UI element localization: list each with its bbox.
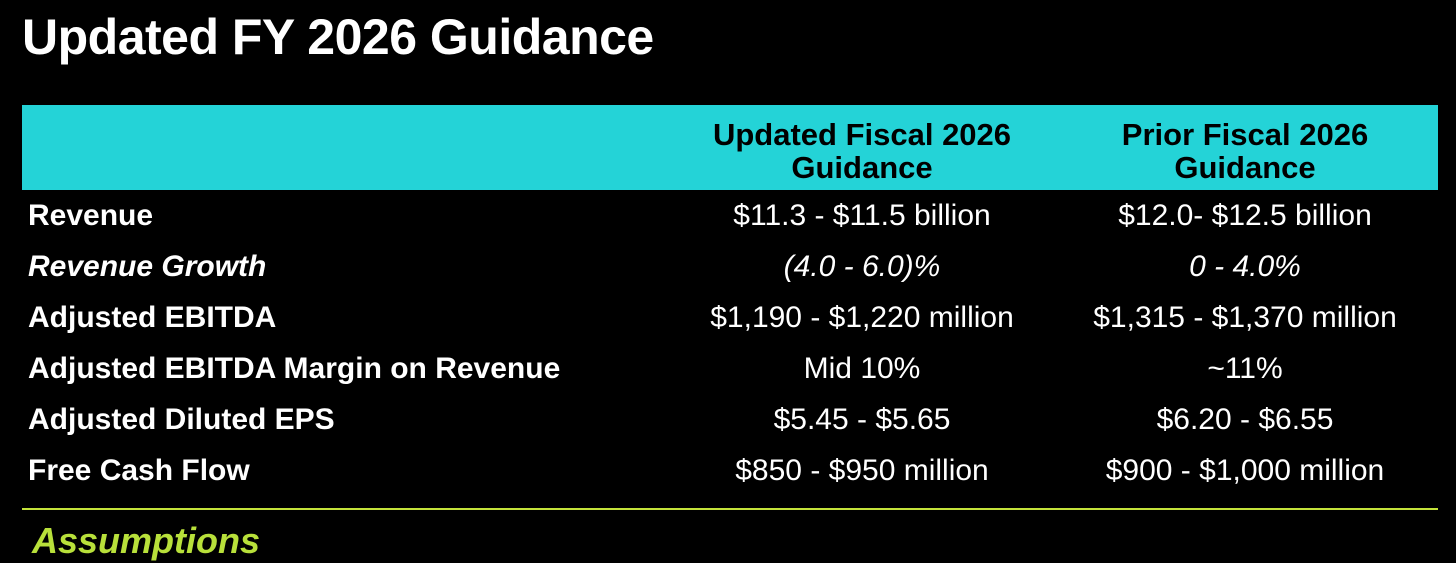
table-row: Adjusted EBITDA Margin on Revenue Mid 10…: [22, 343, 1438, 394]
prior-value: ~11%: [1207, 352, 1283, 385]
page-title: Updated FY 2026 Guidance: [22, 9, 654, 65]
updated-value: $5.45 - $5.65: [773, 403, 951, 436]
prior-value: $6.20 - $6.55: [1156, 403, 1334, 436]
row-label: Adjusted Diluted EPS: [28, 403, 335, 436]
table-row: Free Cash Flow $850 - $950 million $900 …: [22, 445, 1438, 496]
column-header-updated: Updated Fiscal 2026 Guidance: [712, 117, 1012, 185]
updated-value: Mid 10%: [803, 352, 921, 385]
table-row: Adjusted Diluted EPS $5.45 - $5.65 $6.20…: [22, 394, 1438, 445]
guidance-table: Updated Fiscal 2026 Guidance Prior Fisca…: [22, 105, 1438, 496]
row-label: Free Cash Flow: [28, 454, 250, 487]
prior-value: 0 - 4.0%: [1189, 250, 1301, 283]
prior-value: $900 - $1,000 million: [1105, 454, 1385, 487]
row-label: Adjusted EBITDA: [28, 301, 277, 334]
assumptions-heading: Assumptions: [32, 520, 261, 561]
table-header-row: Updated Fiscal 2026 Guidance Prior Fisca…: [22, 105, 1438, 190]
updated-value: $11.3 - $11.5 billion: [733, 199, 991, 232]
table-row: Revenue Growth (4.0 - 6.0)% 0 - 4.0%: [22, 241, 1438, 292]
updated-value: $1,190 - $1,220 million: [710, 301, 1014, 334]
row-label: Revenue: [28, 199, 154, 232]
row-label: Revenue Growth: [28, 250, 267, 283]
prior-value: $1,315 - $1,370 million: [1093, 301, 1397, 334]
prior-value: $12.0- $12.5 billion: [1118, 199, 1372, 232]
table-row: Revenue $11.3 - $11.5 billion $12.0- $12…: [22, 190, 1438, 241]
section-divider: [22, 508, 1438, 510]
column-header-prior: Prior Fiscal 2026 Guidance: [1121, 117, 1369, 185]
table-row: Adjusted EBITDA $1,190 - $1,220 million …: [22, 292, 1438, 343]
updated-value: (4.0 - 6.0)%: [783, 250, 941, 283]
updated-value: $850 - $950 million: [735, 454, 989, 487]
row-label: Adjusted EBITDA Margin on Revenue: [28, 352, 561, 385]
